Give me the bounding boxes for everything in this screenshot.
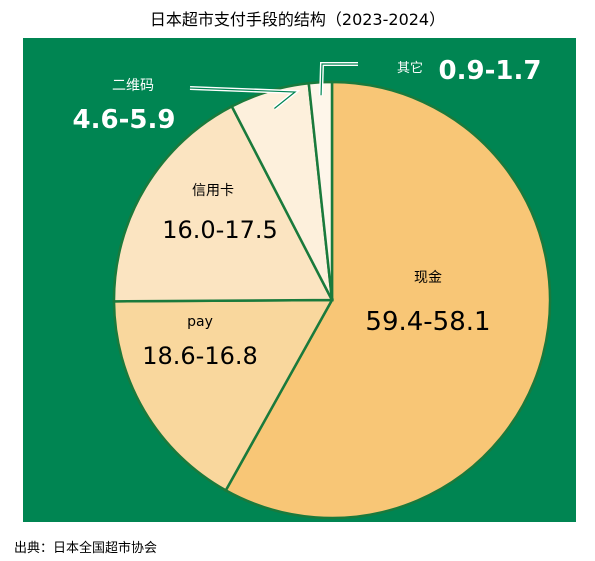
slice-value-label-0: 59.4-58.1 <box>365 307 490 337</box>
leader-line-inner-4 <box>320 63 358 96</box>
slice-value-label-2: 16.0-17.5 <box>162 216 278 244</box>
pie-slice-1 <box>112 298 335 493</box>
leader-line-inner-3 <box>189 87 297 109</box>
slice-label-4: 其它 <box>397 60 423 76</box>
slice-label-1: pay <box>187 314 213 330</box>
pie-slice-0 <box>224 80 552 520</box>
slice-value-label-4: 0.9-1.7 <box>439 56 542 86</box>
slice-value-label-1: 18.6-16.8 <box>142 342 258 370</box>
chart-title: 日本超市支付手段的结构（2023-2024） <box>149 10 446 29</box>
slice-label-0: 现金 <box>414 270 442 286</box>
pie-slice-2 <box>112 104 335 303</box>
slice-label-2: 信用卡 <box>192 183 234 199</box>
slice-value-label-3: 4.6-5.9 <box>73 105 176 135</box>
source-note: 出典：日本全国超市协会 <box>14 541 158 556</box>
slice-label-3: 二维码 <box>112 78 154 94</box>
